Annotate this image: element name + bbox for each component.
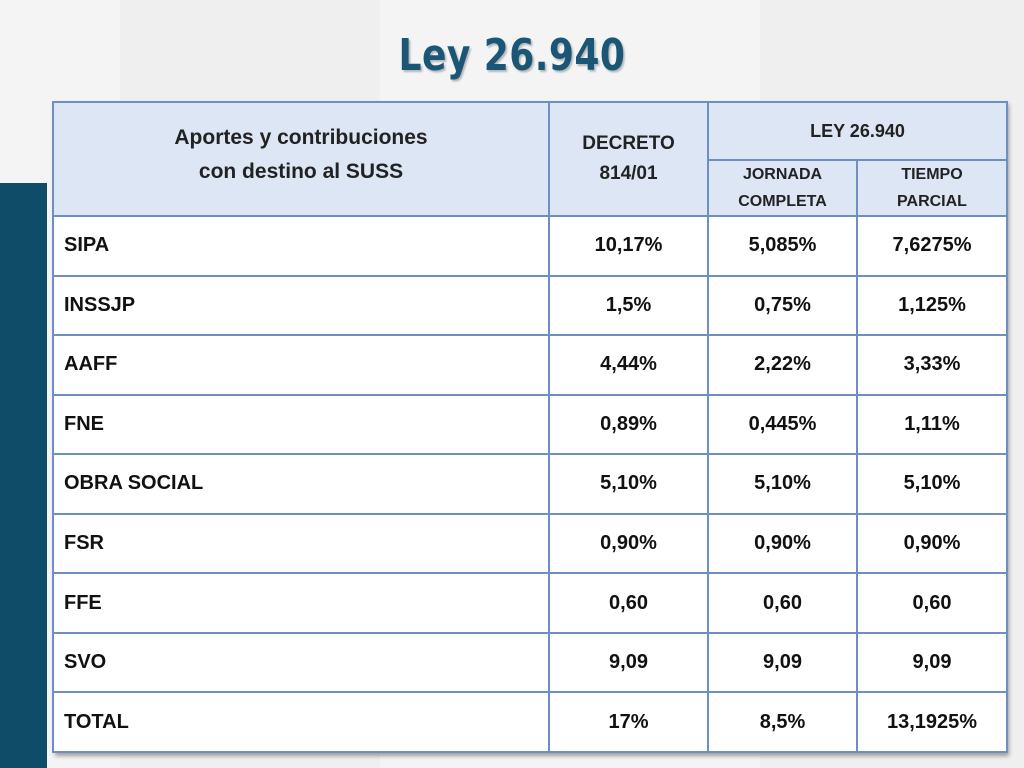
table-row: FNE 0,89% 0,445% 1,11% bbox=[52, 393, 1008, 456]
row-label: FSR bbox=[52, 512, 550, 575]
row-label: INSSJP bbox=[52, 274, 550, 337]
cell-jornada: 5,10% bbox=[707, 453, 858, 515]
cell-decreto: 1,5% bbox=[548, 274, 709, 337]
cell-jornada: 0,90% bbox=[707, 512, 858, 575]
cell-parcial: 1,11% bbox=[856, 393, 1008, 456]
cell-jornada: 0,445% bbox=[707, 393, 858, 456]
table-row: SIPA 10,17% 5,085% 7,6275% bbox=[52, 215, 1008, 277]
cell-decreto: 10,17% bbox=[548, 215, 709, 277]
row-label: FFE bbox=[52, 572, 550, 634]
cell-decreto: 5,10% bbox=[548, 453, 709, 515]
cell-decreto: 9,09 bbox=[548, 631, 709, 694]
header-ley: LEY 26.940 bbox=[707, 101, 1008, 161]
cell-parcial: 0,90% bbox=[856, 512, 1008, 575]
cell-decreto: 0,60 bbox=[548, 572, 709, 634]
header-jornada-text: JORNADA COMPLETA bbox=[738, 166, 827, 210]
cell-decreto: 0,89% bbox=[548, 393, 709, 456]
cell-parcial: 13,1925% bbox=[856, 691, 1008, 753]
header-decreto: DECRETO 814/01 bbox=[548, 101, 709, 217]
slide-title: Ley 26.940 bbox=[398, 30, 626, 81]
cell-jornada: 0,75% bbox=[707, 274, 858, 337]
cell-jornada: 0,60 bbox=[707, 572, 858, 634]
row-label: SIPA bbox=[52, 215, 550, 277]
table-row: AAFF 4,44% 2,22% 3,33% bbox=[52, 334, 1008, 396]
header-decreto-text: DECRETO 814/01 bbox=[582, 133, 675, 184]
header-concept: Aportes y contribuciones con destino al … bbox=[52, 101, 550, 217]
table-row: FSR 0,90% 0,90% 0,90% bbox=[52, 512, 1008, 575]
header-tiempo-text: TIEMPO PARCIAL bbox=[897, 166, 967, 210]
cell-jornada: 5,085% bbox=[707, 215, 858, 277]
cell-decreto: 4,44% bbox=[548, 334, 709, 396]
contributions-table-container: Aportes y contribuciones con destino al … bbox=[52, 101, 1008, 753]
cell-jornada: 8,5% bbox=[707, 691, 858, 753]
table-row-total: TOTAL 17% 8,5% 13,1925% bbox=[52, 691, 1008, 753]
row-label: AAFF bbox=[52, 334, 550, 396]
table-row: SVO 9,09 9,09 9,09 bbox=[52, 631, 1008, 694]
cell-parcial: 3,33% bbox=[856, 334, 1008, 396]
table-row: OBRA SOCIAL 5,10% 5,10% 5,10% bbox=[52, 453, 1008, 515]
cell-parcial: 0,60 bbox=[856, 572, 1008, 634]
cell-parcial: 7,6275% bbox=[856, 215, 1008, 277]
row-label: FNE bbox=[52, 393, 550, 456]
table-row: FFE 0,60 0,60 0,60 bbox=[52, 572, 1008, 634]
header-concept-text: Aportes y contribuciones con destino al … bbox=[174, 126, 428, 183]
cell-parcial: 5,10% bbox=[856, 453, 1008, 515]
side-accent-bar bbox=[0, 183, 47, 768]
row-label: OBRA SOCIAL bbox=[52, 453, 550, 515]
cell-jornada: 2,22% bbox=[707, 334, 858, 396]
cell-decreto: 0,90% bbox=[548, 512, 709, 575]
header-jornada: JORNADA COMPLETA bbox=[707, 159, 858, 217]
contributions-table: Aportes y contribuciones con destino al … bbox=[52, 101, 1008, 753]
table-row: INSSJP 1,5% 0,75% 1,125% bbox=[52, 274, 1008, 337]
cell-parcial: 9,09 bbox=[856, 631, 1008, 694]
cell-parcial: 1,125% bbox=[856, 274, 1008, 337]
cell-decreto: 17% bbox=[548, 691, 709, 753]
row-label: SVO bbox=[52, 631, 550, 694]
row-label: TOTAL bbox=[52, 691, 550, 753]
header-tiempo: TIEMPO PARCIAL bbox=[856, 159, 1008, 217]
cell-jornada: 9,09 bbox=[707, 631, 858, 694]
